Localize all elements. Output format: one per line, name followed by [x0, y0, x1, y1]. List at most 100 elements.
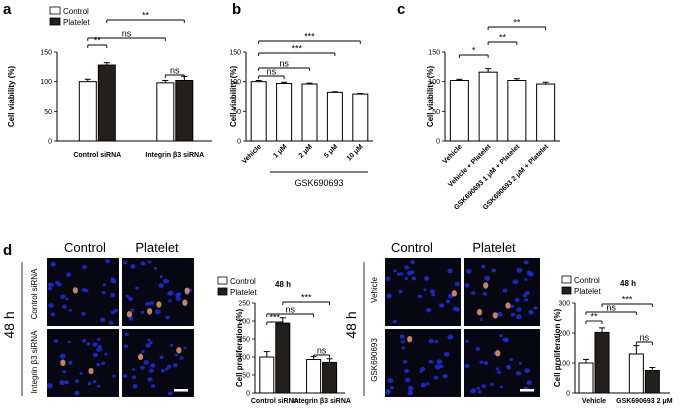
y-tick-label: 250: [238, 301, 250, 308]
significance-label: ns: [317, 346, 327, 356]
category-label: 10 μM: [346, 143, 365, 162]
bar: [250, 81, 267, 142]
bar: [326, 91, 343, 142]
significance-label: **: [94, 36, 102, 46]
bar: [628, 353, 644, 394]
significance-label: ns: [122, 29, 132, 39]
y-tick-label: 300: [558, 301, 570, 308]
bar: [536, 83, 556, 142]
panel-letter-d: d: [3, 242, 12, 259]
significance-label: ***: [292, 44, 303, 54]
category-label: Vehicle: [442, 143, 464, 165]
bar: [276, 82, 293, 142]
y-axis-label: Cell proliferation (%): [553, 309, 562, 388]
legend-d1-control-label: Control: [230, 277, 256, 286]
d1-time-title: 48 h: [275, 280, 291, 289]
legend-d1-platelet-swatch: [217, 287, 228, 296]
y-tick-label: 50: [432, 109, 440, 116]
y-tick-label: 0: [436, 139, 440, 146]
y-axis-label: Cell viability (%): [229, 65, 238, 127]
d2-time-title: 48 h: [620, 279, 636, 288]
panel-letter-b: b: [232, 1, 241, 18]
micro-left-row-label-2: Integrin β3 siRNA: [30, 330, 39, 394]
category-label: 2 μM: [298, 143, 314, 159]
category-label: 1 μM: [272, 143, 288, 159]
y-tick-label: 200: [558, 331, 570, 338]
y-tick-label: 150: [238, 337, 250, 344]
y-axis-label: Cell proliferation (%): [235, 309, 244, 388]
micro-right-images: [385, 258, 540, 397]
micrograph-block-left: Control Platelet 48 h Control siRNA Inte…: [1, 240, 194, 397]
micro-right-time-label: 48 h: [343, 311, 359, 338]
scale-bar: [520, 389, 534, 392]
legend-a-platelet-swatch: [49, 17, 61, 26]
micrograph-image: [122, 329, 194, 397]
legend-d2-control-label: Control: [574, 276, 600, 285]
legend-a-platelet-label: Platelet: [63, 18, 90, 27]
micrograph-image: [385, 258, 461, 326]
bar: [644, 370, 660, 394]
bar: [352, 93, 369, 142]
legend-d2-control-swatch: [561, 275, 572, 284]
y-tick-label: 0: [246, 391, 250, 398]
significance-label: ***: [270, 313, 281, 323]
significance-label: ns: [170, 66, 180, 76]
category-label: Vehicle: [582, 398, 606, 405]
scale-bar: [174, 389, 188, 392]
chart-b: 0 50 100 150 Cell viability (%) Vehicle 1 μM 2 …: [229, 32, 373, 188]
micrograph-block-right: Control Platelet 48 h Vehicle GSK690693: [343, 240, 540, 397]
significance-label: **: [513, 18, 521, 28]
category-label: Control siRNA: [251, 398, 299, 405]
x-axis-label: GSK690693: [294, 178, 343, 188]
bar: [156, 82, 175, 142]
y-tick-label: 100: [558, 361, 570, 368]
bar: [175, 79, 194, 142]
category-label: Control siRNA: [73, 152, 121, 159]
panel-letter-c: c: [397, 1, 405, 18]
category-label: Integrin β3 siRNA: [292, 398, 351, 405]
y-tick-label: 150: [40, 50, 52, 57]
y-tick-label: 150: [428, 50, 440, 57]
y-tick-label: 0: [566, 391, 570, 398]
micrograph-image: [47, 258, 119, 326]
significance-label: ***: [304, 32, 315, 42]
bar: [97, 64, 116, 142]
y-tick-label: 100: [229, 79, 241, 86]
significance-label: ***: [301, 293, 312, 303]
micro-left-col-title-platelet: Platelet: [135, 240, 179, 255]
legend-d2: Control Platelet 48 h: [561, 275, 636, 296]
micro-right-col-title-platelet: Platelet: [472, 240, 516, 255]
y-tick-label: 50: [242, 373, 250, 380]
bar: [259, 356, 275, 394]
bar: [578, 362, 594, 394]
significance-label: **: [590, 312, 598, 322]
y-tick-label: 0: [237, 139, 241, 146]
y-tick-label: 100: [428, 79, 440, 86]
micrograph-image: [47, 329, 119, 397]
y-tick-label: 0: [48, 139, 52, 146]
micro-left-col-title-control: Control: [64, 240, 106, 255]
bar: [507, 79, 527, 142]
bar: [449, 79, 469, 142]
legend-d1: Control Platelet 48 h: [217, 276, 291, 297]
micro-right-row-label-2: GSK690693: [370, 338, 379, 382]
micro-right-col-title-control: Control: [391, 240, 433, 255]
micro-left-images: [47, 258, 194, 397]
micro-right-row-label-1: Vehicle: [370, 277, 379, 303]
micrograph-image: [385, 329, 461, 397]
significance-label: ns: [606, 303, 616, 313]
significance-label: ns: [279, 59, 289, 69]
y-axis-label: Cell viability (%): [426, 65, 435, 127]
significance-label: **: [499, 33, 507, 43]
significance-label: ns: [267, 67, 277, 77]
chart-a: 0 50 100 150 Cell viability (%) Control siRNA…: [7, 11, 212, 159]
y-tick-label: 200: [238, 319, 250, 326]
y-tick-label: 50: [233, 109, 241, 116]
significance-label: ns: [640, 333, 650, 343]
bar: [322, 361, 338, 394]
bar: [275, 322, 291, 394]
significance-label: ns: [285, 305, 295, 315]
